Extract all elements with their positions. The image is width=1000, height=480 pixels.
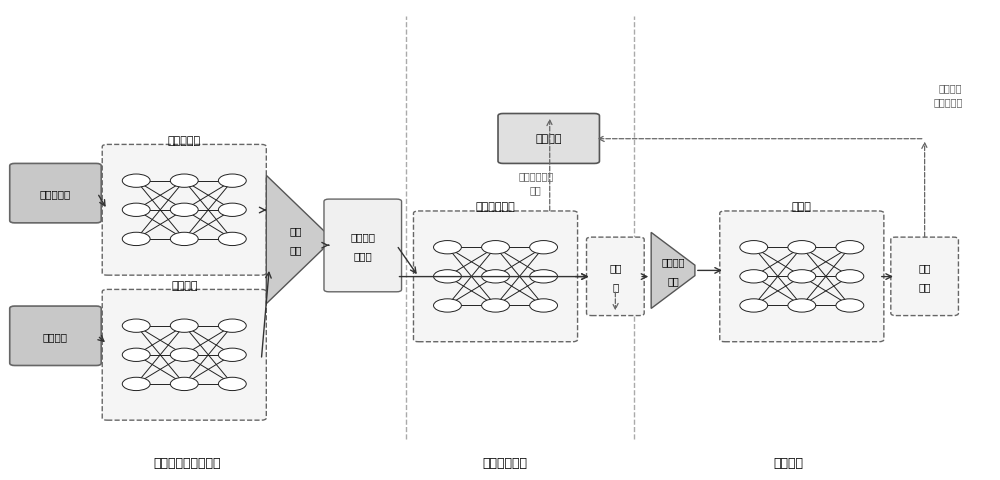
Polygon shape [266,176,326,304]
Circle shape [122,175,150,188]
Circle shape [740,299,768,312]
Circle shape [122,319,150,333]
Text: 分类器: 分类器 [792,202,812,212]
Circle shape [122,204,150,217]
Circle shape [434,299,461,312]
Circle shape [836,299,864,312]
Circle shape [836,241,864,254]
FancyBboxPatch shape [10,306,101,366]
Text: 融合: 融合 [290,244,302,254]
FancyBboxPatch shape [324,200,402,292]
Circle shape [788,299,816,312]
Text: 图像频域: 图像频域 [43,331,68,341]
Text: 混合表征: 混合表征 [350,231,375,241]
Circle shape [218,377,246,391]
Circle shape [530,299,558,312]
Text: 特征: 特征 [290,226,302,236]
Polygon shape [651,233,695,309]
Circle shape [218,319,246,333]
Text: 边界框损失: 边界框损失 [933,97,962,108]
FancyBboxPatch shape [720,212,884,342]
FancyBboxPatch shape [891,238,958,316]
Text: 待选: 待选 [609,262,622,272]
Circle shape [170,175,198,188]
Circle shape [122,233,150,246]
Circle shape [740,270,768,283]
Circle shape [218,348,246,362]
Circle shape [740,241,768,254]
Circle shape [836,270,864,283]
Circle shape [482,299,509,312]
Circle shape [122,348,150,362]
Circle shape [482,241,509,254]
Circle shape [530,241,558,254]
Text: 池化: 池化 [667,276,679,285]
Text: 分类损失: 分类损失 [939,83,962,93]
Text: 区: 区 [612,281,618,291]
Circle shape [434,241,461,254]
Circle shape [170,233,198,246]
FancyBboxPatch shape [498,114,599,164]
Circle shape [788,270,816,283]
Circle shape [218,175,246,188]
Text: 图像空间域: 图像空间域 [40,189,71,199]
Text: 区域候选网络: 区域候选网络 [476,202,515,212]
FancyBboxPatch shape [102,145,266,276]
FancyBboxPatch shape [102,290,266,420]
Text: 目标预测: 目标预测 [773,456,803,469]
Text: 多表征图像特征提取: 多表征图像特征提取 [153,456,220,469]
Text: 特征图: 特征图 [353,251,372,261]
FancyBboxPatch shape [413,212,578,342]
Text: 频域子网: 频域子网 [171,280,198,290]
Text: 预测: 预测 [918,262,931,272]
Text: 结果: 结果 [918,281,931,291]
FancyBboxPatch shape [587,238,644,316]
Circle shape [530,270,558,283]
Circle shape [170,319,198,333]
Text: 建议区域: 建议区域 [661,256,685,266]
Text: 候选区域生成: 候选区域生成 [482,456,527,469]
Text: 真实标签: 真实标签 [535,134,562,144]
Circle shape [218,204,246,217]
Circle shape [788,241,816,254]
Circle shape [170,204,198,217]
Circle shape [482,270,509,283]
Circle shape [434,270,461,283]
Text: 空间域子网: 空间域子网 [168,135,201,145]
FancyBboxPatch shape [10,164,101,223]
Text: 区域候选网络: 区域候选网络 [518,171,553,181]
Text: 损失: 损失 [530,185,542,195]
Circle shape [218,233,246,246]
Circle shape [122,377,150,391]
Circle shape [170,377,198,391]
Circle shape [170,348,198,362]
